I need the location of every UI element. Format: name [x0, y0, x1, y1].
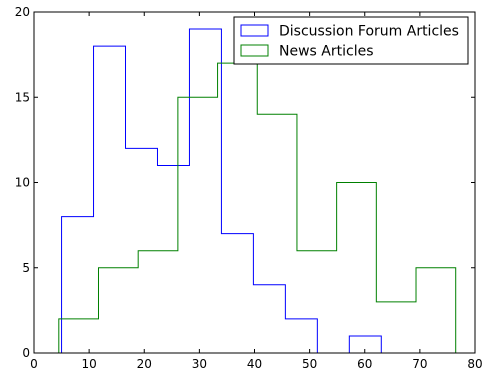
legend-label: News Articles — [279, 44, 374, 60]
histogram-series-1 — [58, 62, 457, 353]
legend-swatch — [240, 24, 269, 37]
y-tick-label: 10 — [15, 176, 30, 190]
y-tick-label: 20 — [15, 5, 30, 19]
legend: Discussion Forum Articles News Articles — [233, 16, 469, 65]
x-tick-label: 20 — [137, 357, 152, 371]
x-tick-label: 30 — [192, 357, 207, 371]
x-tick-label: 0 — [30, 357, 38, 371]
legend-label: Discussion Forum Articles — [279, 24, 459, 40]
x-tick-label: 60 — [357, 357, 372, 371]
x-tick-label: 50 — [302, 357, 317, 371]
y-tick-label: 5 — [22, 261, 30, 275]
plot-area — [34, 12, 475, 353]
y-tick-label: 15 — [15, 90, 30, 104]
legend-box — [233, 16, 469, 65]
x-tick-label: 70 — [412, 357, 427, 371]
x-tick-label: 40 — [247, 357, 262, 371]
y-tick-label: 0 — [22, 346, 30, 360]
ticks-layer: 0 10 20 30 40 50 60 70 80 0 5 10 15 20 — [15, 5, 483, 371]
legend-swatch — [240, 44, 269, 57]
x-tick-label: 10 — [81, 357, 96, 371]
x-tick-label: 80 — [467, 357, 482, 371]
